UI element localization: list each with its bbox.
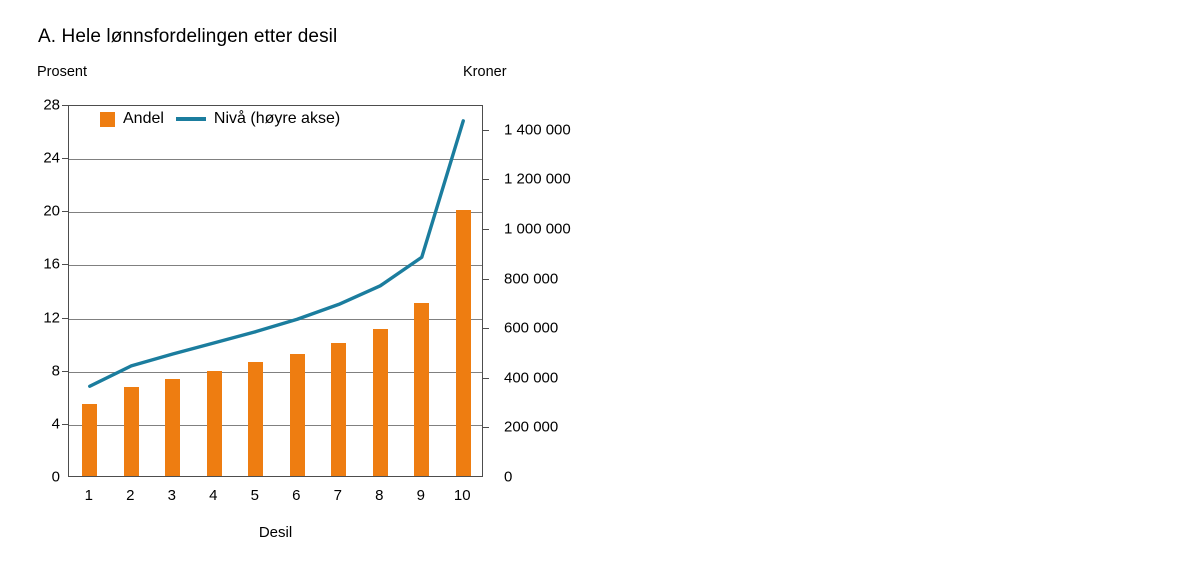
- y-tick-label: 24: [43, 149, 60, 167]
- y-tick-label: 16: [43, 255, 60, 273]
- y-tick-label: 28: [43, 96, 60, 114]
- panel-b: B. Den øverste desilen etter persentil P…: [600, 0, 1200, 569]
- legend-item-andel: Andel: [100, 110, 164, 128]
- bar-2: [123, 387, 139, 476]
- y-tick-mark: [62, 105, 68, 106]
- gridline: [69, 265, 482, 267]
- line-swatch-icon: [175, 117, 206, 121]
- panel-a-title: A. Hele lønnsfordelingen etter desil: [38, 26, 338, 47]
- bar-5: [248, 361, 264, 476]
- y2-tick-label: 0: [504, 468, 513, 486]
- y-tick-mark: [62, 317, 68, 319]
- y2-tick-label: 1 000 000: [504, 220, 571, 238]
- gridline: [69, 371, 482, 373]
- panel-a-plot-area: [68, 105, 483, 477]
- gridline: [69, 318, 482, 320]
- x-tick-label: 2: [126, 487, 135, 504]
- y2-tick-mark: [483, 427, 489, 429]
- bar-6: [289, 353, 305, 476]
- y2-tick-label: 400 000: [504, 369, 559, 387]
- legend-label-niva: Nivå (høyre akse): [213, 110, 341, 127]
- y-tick-label: 8: [51, 362, 60, 380]
- y-tick-label: 20: [43, 202, 60, 220]
- x-tick-label: 1: [84, 487, 93, 504]
- x-tick-label: 7: [333, 487, 342, 504]
- bar-3: [165, 379, 181, 476]
- x-tick-label: 9: [416, 487, 425, 504]
- y2-tick-label: 1 400 000: [504, 121, 571, 139]
- y-tick-label: 4: [51, 415, 60, 433]
- x-tick-label: 5: [250, 487, 259, 504]
- y2-tick-label: 1 200 000: [504, 170, 571, 188]
- y-tick-mark: [62, 211, 68, 213]
- y2-tick-mark: [483, 129, 489, 131]
- y-tick-mark: [62, 423, 68, 425]
- y-tick-mark: [62, 264, 68, 266]
- bar-swatch-icon: [100, 111, 115, 127]
- gridline: [69, 159, 482, 161]
- bar-4: [206, 371, 222, 476]
- y-tick-label: 12: [43, 309, 60, 327]
- panel-a-x-axis-title: Desil: [258, 524, 293, 541]
- x-tick-label: 6: [292, 487, 301, 504]
- bar-7: [331, 343, 347, 476]
- x-tick-label: 4: [209, 487, 218, 504]
- y-tick-label: 0: [51, 468, 60, 486]
- y2-tick-mark: [483, 377, 489, 379]
- legend-label-andel: Andel: [123, 110, 164, 127]
- gridline: [69, 424, 482, 426]
- y-tick-mark: [62, 370, 68, 372]
- bar-9: [414, 303, 430, 476]
- y2-tick-mark: [483, 179, 489, 181]
- panel-a: A. Hele lønnsfordelingen etter desil Pro…: [37, 26, 571, 541]
- legend-item-niva: Nivå (høyre akse): [175, 110, 341, 128]
- bar-1: [82, 404, 98, 476]
- y2-tick-label: 800 000: [504, 270, 559, 288]
- panel-a-left-axis-unit: Prosent: [37, 64, 87, 80]
- y2-tick-label: 200 000: [504, 418, 559, 436]
- y2-tick-mark: [483, 278, 489, 280]
- y2-tick-label: 600 000: [504, 319, 559, 337]
- panel-a-legend: Andel Nivå (høyre akse): [100, 110, 340, 128]
- panel-a-bars: [69, 106, 482, 476]
- bar-10: [455, 210, 471, 476]
- panel-a-line-series: [69, 106, 482, 476]
- y2-tick-mark: [483, 229, 489, 230]
- bar-8: [372, 328, 388, 476]
- panel-a-right-axis-unit: Kroner: [463, 64, 507, 80]
- x-tick-label: 3: [167, 487, 176, 504]
- y-tick-mark: [62, 158, 68, 160]
- x-tick-label: 8: [375, 487, 384, 504]
- gridline: [69, 212, 482, 214]
- x-tick-label: 10: [453, 487, 471, 504]
- y2-tick-mark: [483, 328, 489, 330]
